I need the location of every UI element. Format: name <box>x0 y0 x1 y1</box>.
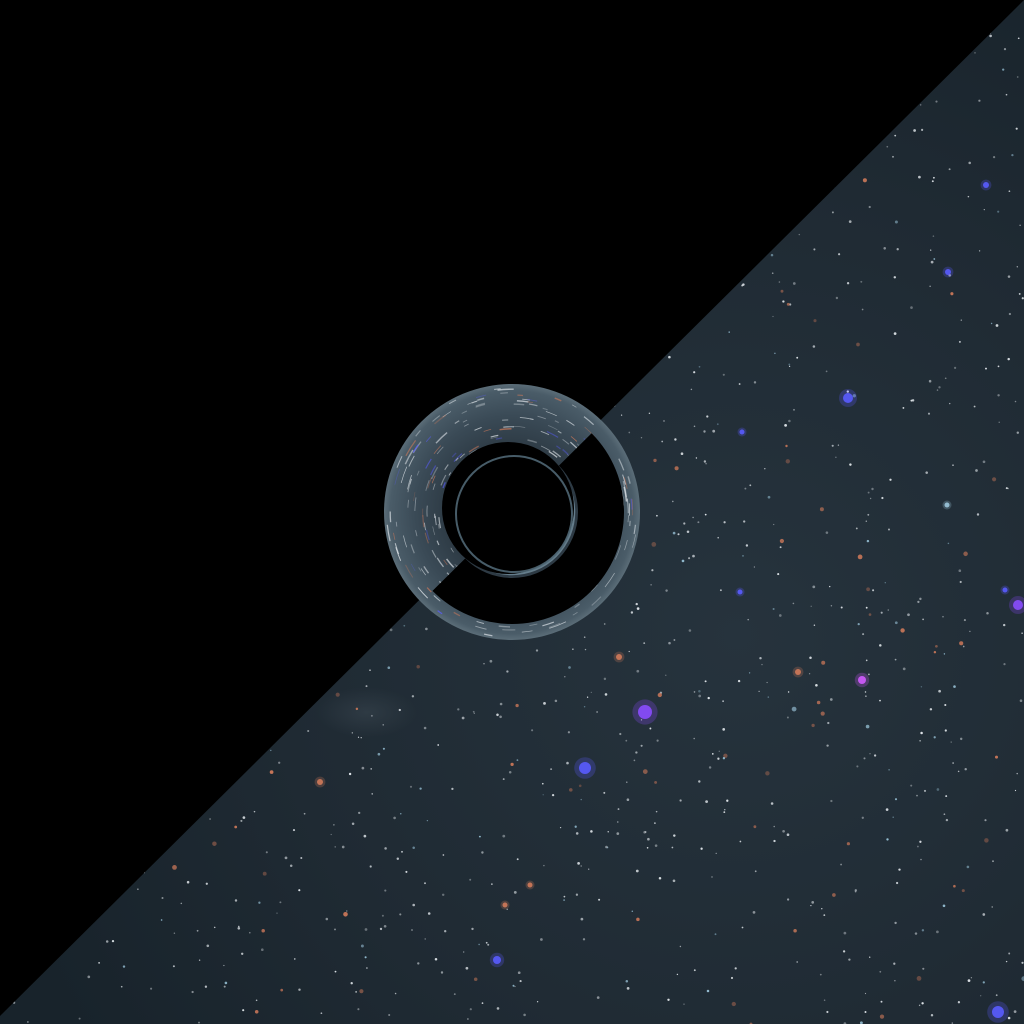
event-horizon-shadow <box>442 442 576 576</box>
shadow-disk <box>442 442 574 574</box>
ring-dark-half <box>432 433 625 625</box>
